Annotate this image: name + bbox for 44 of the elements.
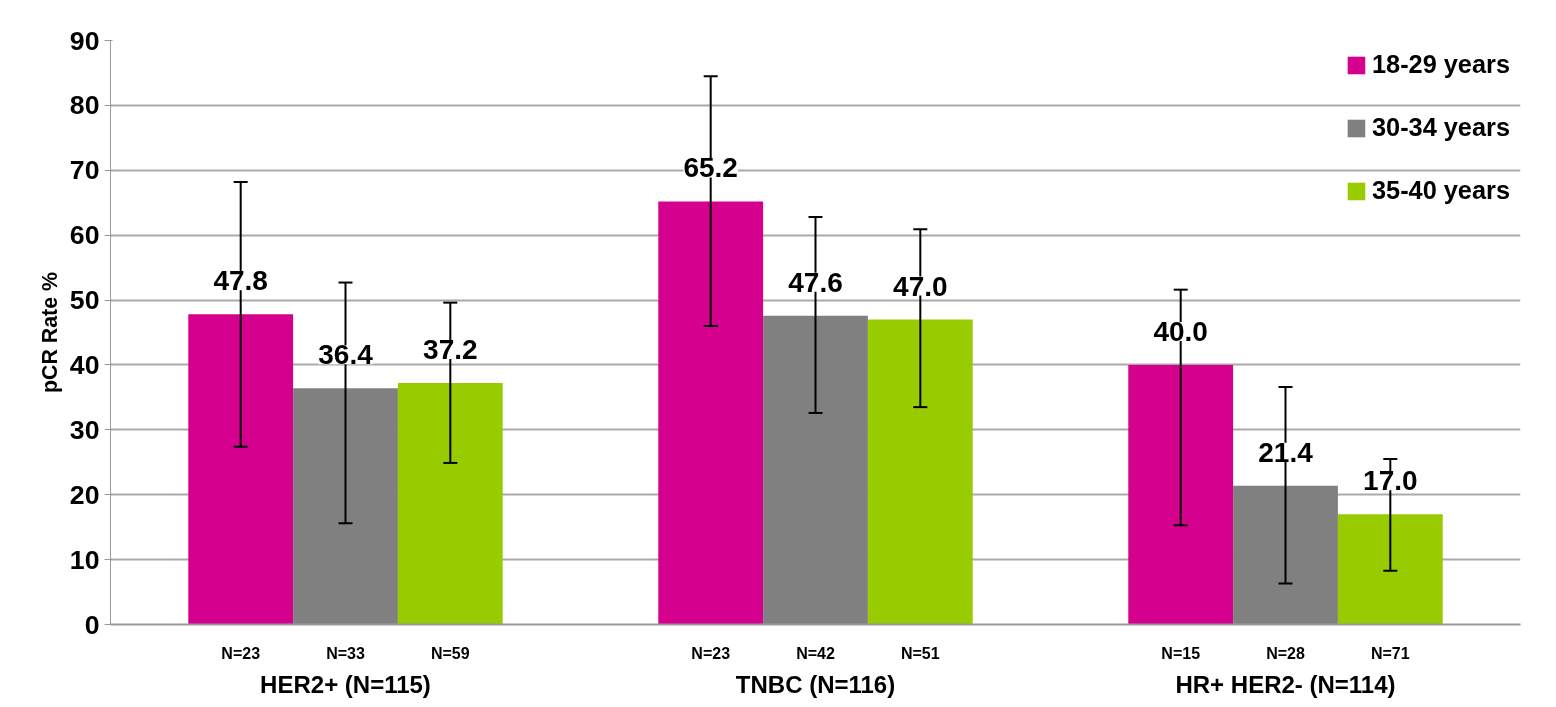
data-label: 47.8 bbox=[213, 265, 268, 297]
data-label: 36.4 bbox=[318, 339, 374, 371]
data-label: 37.2 bbox=[423, 334, 478, 366]
text: N=23 bbox=[221, 644, 261, 662]
text: N=28 bbox=[1266, 644, 1305, 662]
x-tick-label: HER2+ (N=115) bbox=[260, 670, 431, 698]
bar bbox=[397, 383, 503, 625]
bar bbox=[867, 319, 973, 625]
y-tick-label: 40 bbox=[69, 349, 100, 380]
y-tick-label: 20 bbox=[69, 479, 100, 510]
text: N=23 bbox=[691, 644, 731, 662]
x-tick-label: TNBC (N=116) bbox=[735, 670, 896, 698]
x-tick-label: HR+ HER2- (N=114) bbox=[1175, 670, 1396, 698]
y-tick-label: 50 bbox=[69, 285, 100, 316]
text: N=15 bbox=[1161, 644, 1201, 662]
legend-label: 35-40 years bbox=[1371, 176, 1510, 205]
legend-label: 30-34 years bbox=[1371, 113, 1510, 142]
data-label: 47.0 bbox=[893, 270, 948, 302]
y-axis-title: pCR Rate % bbox=[37, 272, 62, 393]
bar bbox=[188, 314, 294, 625]
bar bbox=[658, 201, 764, 625]
y-tick-label: 0 bbox=[84, 609, 100, 640]
bar bbox=[763, 315, 868, 625]
legend-label: 18-29 years bbox=[1371, 50, 1510, 79]
y-tick-label: 60 bbox=[69, 220, 100, 251]
y-tick-label: 90 bbox=[69, 25, 100, 56]
text: N=51 bbox=[900, 644, 940, 662]
y-tick-label: 30 bbox=[69, 414, 100, 445]
text: N=71 bbox=[1370, 644, 1410, 662]
data-label: 17.0 bbox=[1363, 465, 1418, 497]
bar bbox=[1233, 485, 1338, 625]
data-label: 21.4 bbox=[1258, 436, 1314, 468]
data-label: 47.6 bbox=[788, 266, 843, 298]
text: N=42 bbox=[796, 644, 835, 662]
y-tick-label: 70 bbox=[69, 155, 100, 186]
y-tick-label: 10 bbox=[69, 544, 100, 575]
text: N=59 bbox=[430, 644, 470, 662]
bar bbox=[1128, 364, 1234, 625]
bar bbox=[1337, 514, 1443, 625]
bar bbox=[293, 388, 398, 625]
y-tick-label: 80 bbox=[69, 90, 100, 121]
data-label: 65.2 bbox=[683, 152, 738, 184]
text: N=33 bbox=[326, 644, 365, 662]
data-label: 40.0 bbox=[1153, 315, 1208, 347]
